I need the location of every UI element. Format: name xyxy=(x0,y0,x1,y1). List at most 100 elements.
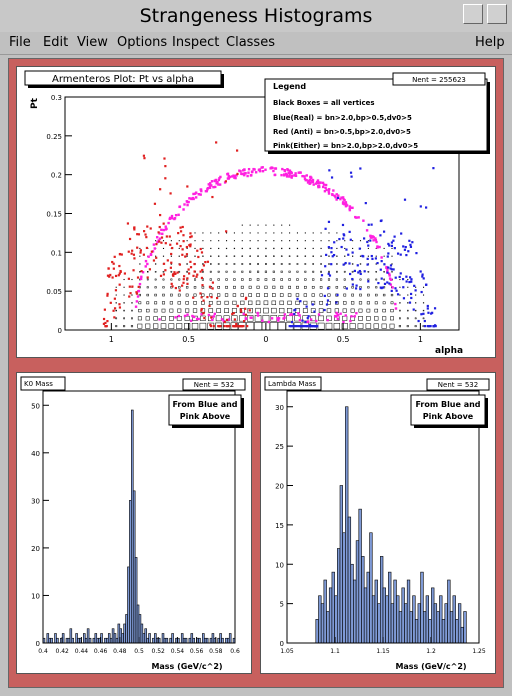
armenteros-point xyxy=(327,190,330,193)
armenteros-point xyxy=(390,268,393,271)
armenteros-point xyxy=(327,192,331,195)
menu-view[interactable]: View xyxy=(77,35,108,50)
armenteros-point xyxy=(288,175,291,178)
armenteros-point xyxy=(170,252,173,256)
armenteros-point xyxy=(328,274,332,277)
k0-bin xyxy=(171,633,174,644)
armenteros-point xyxy=(136,246,139,249)
maximize-button[interactable] xyxy=(487,4,507,24)
armenteros-point xyxy=(303,325,307,328)
lambda-bin xyxy=(366,571,370,644)
armenteros-point xyxy=(335,301,338,304)
armenteros-point xyxy=(402,297,406,300)
armenteros-point xyxy=(153,202,157,205)
armenteros-point xyxy=(211,195,214,199)
armenteros-point xyxy=(313,310,316,313)
armenteros-point xyxy=(345,287,348,290)
k0-xtick-label: 0.58 xyxy=(209,648,223,655)
armenteros-point xyxy=(374,257,377,260)
armenteros-point xyxy=(160,241,163,244)
armenteros-point xyxy=(298,325,301,328)
lambda-bin xyxy=(358,508,362,644)
lambda-ytick-label: 0 xyxy=(280,640,284,648)
armenteros-point xyxy=(327,272,330,275)
armenteros-point xyxy=(299,325,303,328)
armenteros-point xyxy=(240,325,243,328)
armenteros-point xyxy=(208,285,212,288)
armenteros-point xyxy=(104,321,107,325)
lambda-xtick-label: 1.05 xyxy=(280,648,294,655)
armenteros-point xyxy=(139,251,142,254)
lambda-histogram xyxy=(315,406,467,644)
armenteros-point xyxy=(354,215,357,219)
minimize-button[interactable] xyxy=(463,4,483,24)
menu-help[interactable]: Help xyxy=(475,35,505,50)
armenteros-point xyxy=(394,302,397,306)
armenteros-point xyxy=(106,319,109,323)
menu-classes[interactable]: Classes xyxy=(226,35,275,50)
armenteros-point xyxy=(341,223,345,227)
armenteros-point xyxy=(369,234,372,238)
lambda-bin xyxy=(374,579,378,644)
armenteros-point xyxy=(393,247,396,250)
armenteros-point xyxy=(348,205,352,208)
armenteros-point xyxy=(354,287,358,290)
armenteros-point xyxy=(291,321,294,324)
armenteros-point xyxy=(427,325,430,328)
k0-bin xyxy=(88,637,92,644)
armenteros-point xyxy=(157,231,160,234)
armenteros-point xyxy=(218,183,222,186)
menu-options[interactable]: Options xyxy=(117,35,168,50)
menu-file[interactable]: File xyxy=(9,35,31,50)
armenteros-point xyxy=(408,280,411,284)
armenteros-point xyxy=(309,181,312,185)
armenteros-point xyxy=(394,276,397,279)
armenteros-point xyxy=(374,237,377,240)
k0-xtick-label: 0.46 xyxy=(94,648,108,655)
lambda-bin xyxy=(417,603,421,644)
armenteros-point xyxy=(113,297,116,300)
menu-edit[interactable]: Edit xyxy=(43,35,69,50)
armenteros-point xyxy=(239,308,242,311)
k0-xtick-label: 0.52 xyxy=(152,648,166,655)
armenteros-point xyxy=(200,313,203,316)
armenteros-point xyxy=(332,189,335,192)
armenteros-point xyxy=(186,185,189,188)
armenteros-point xyxy=(421,275,424,278)
armenteros-point xyxy=(217,183,220,186)
armenteros-point xyxy=(211,287,214,290)
armenteros-point xyxy=(391,286,394,289)
armenteros-point xyxy=(129,292,132,295)
armenteros-point xyxy=(106,294,109,297)
armenteros-point xyxy=(199,188,202,191)
armenteros-point xyxy=(353,315,356,318)
armenteros-point xyxy=(109,301,112,304)
k0-bin xyxy=(198,637,201,644)
k0-bin xyxy=(71,637,75,644)
k0-mass-pad[interactable]: 0.4 0.42 0.44 0.46 0.48 0.5 0.52 0.54 0.56 0.58 0.… xyxy=(16,372,252,674)
armenteros-point xyxy=(314,182,318,185)
armenteros-point xyxy=(112,309,115,312)
armenteros-point xyxy=(132,269,135,272)
armenteros-point xyxy=(199,292,202,295)
menu-inspect[interactable]: Inspect xyxy=(172,35,220,50)
armenteros-point xyxy=(215,141,218,144)
armenteros-point xyxy=(420,313,423,316)
armenteros-point xyxy=(421,273,424,276)
armenteros-point xyxy=(294,308,297,311)
k0-bin xyxy=(228,633,232,644)
armenteros-point xyxy=(294,174,298,178)
lambda-mass-pad[interactable]: 1.05 1.1 1.15 1.2 1.25 0 5 10 15 20 25 30 Lambda Ma… xyxy=(260,372,496,674)
armenteros-point xyxy=(426,304,429,308)
k0-bin xyxy=(205,637,209,644)
armenteros-point xyxy=(142,230,146,233)
armenteros-point xyxy=(355,284,358,287)
armenteros-point xyxy=(390,289,393,292)
armenteros-point xyxy=(317,181,320,184)
armenteros-point xyxy=(182,208,185,211)
armenteros-point xyxy=(336,314,340,317)
armenteros-pad[interactable]: 1 0.5 0 0.5 1 0 0.05 0.1 0.15 0.2 0.25 0.3 Armenter… xyxy=(16,66,496,358)
armenteros-point xyxy=(335,311,338,315)
armenteros-point xyxy=(327,220,331,223)
armenteros-point xyxy=(412,308,415,311)
